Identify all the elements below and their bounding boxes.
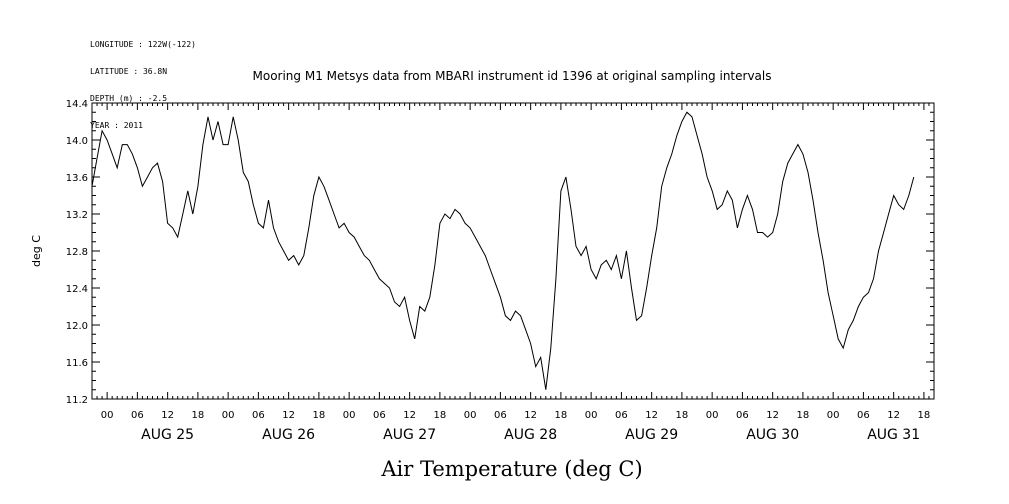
series-group [91,111,915,390]
metadata-block: LONGITUDE : 122W(-122) LATITUDE : 36.8N … [90,22,196,139]
x-day-label: AUG 27 [383,427,436,443]
y-axis-label: deg C [30,235,43,267]
x-day-label: AUG 31 [867,427,920,443]
y-tick-label: 13.6 [66,173,88,184]
x-tick-label: 00 [464,410,477,421]
longitude-text: LONGITUDE : 122W(-122) [90,40,196,49]
x-tick-label: 06 [615,410,628,421]
x-tick-label: 18 [797,410,810,421]
x-tick-label: 12 [282,410,295,421]
x-tick-label: 12 [403,410,416,421]
x-tick-label: 12 [766,410,779,421]
depth-text: DEPTH (m) : -2.5 [90,94,168,103]
x-tick-label: 18 [313,410,326,421]
x-tick-label: 12 [161,410,174,421]
y-tick-label: 13.2 [66,210,88,221]
x-tick-label: 18 [918,410,931,421]
x-axis: 00 06 12 18 00 06 12 18 00 06 12 18 00 06 12 18 00 06 12 18… [91,103,935,443]
x-tick-label: 18 [555,410,568,421]
x-tick-label: 12 [645,410,658,421]
x-tick-label: 06 [857,410,870,421]
latitude-text: LATITUDE : 36.8N [90,67,168,76]
x-tick-label: 12 [524,410,537,421]
x-day-label: AUG 30 [746,427,799,443]
x-tick-label: 00 [827,410,840,421]
x-tick-label: 00 [585,410,598,421]
x-day-label: AUG 26 [262,427,315,443]
series-line-air-temperature [91,111,915,390]
x-tick-label: 00 [101,410,114,421]
x-tick-label: 00 [706,410,719,421]
x-tick-label: 06 [373,410,386,421]
y-tick-label: 11.6 [66,358,88,369]
x-tick-label: 18 [192,410,205,421]
year-text: YEAR : 2011 [90,121,143,130]
chart-title: Mooring M1 Metsys data from MBARI instru… [253,69,772,83]
x-tick-label: 00 [222,410,235,421]
y-tick-label: 12.4 [66,284,88,295]
x-tick-label: 18 [434,410,447,421]
x-tick-label: 06 [494,410,507,421]
x-tick-label: 06 [252,410,265,421]
x-tick-label: 00 [343,410,356,421]
plot-frame [91,102,935,400]
y-tick-label: 12.8 [66,247,88,258]
y-tick-label: 12.0 [66,321,88,332]
x-axis-label: Air Temperature (deg C) [380,457,642,481]
x-tick-label: 12 [887,410,900,421]
y-tick-label: 14.4 [66,99,88,110]
x-tick-label: 06 [736,410,749,421]
y-tick-label: 14.0 [66,136,88,147]
x-day-label: AUG 25 [141,427,194,443]
y-tick-label: 11.2 [66,395,88,406]
x-day-label: AUG 29 [625,427,678,443]
x-day-label: AUG 28 [504,427,557,443]
y-axis: 11.2 11.6 12.0 12.4 12.8 13.2 13.6 14.0 14.4 [66,99,934,406]
x-tick-label: 18 [676,410,689,421]
x-tick-label: 06 [131,410,144,421]
